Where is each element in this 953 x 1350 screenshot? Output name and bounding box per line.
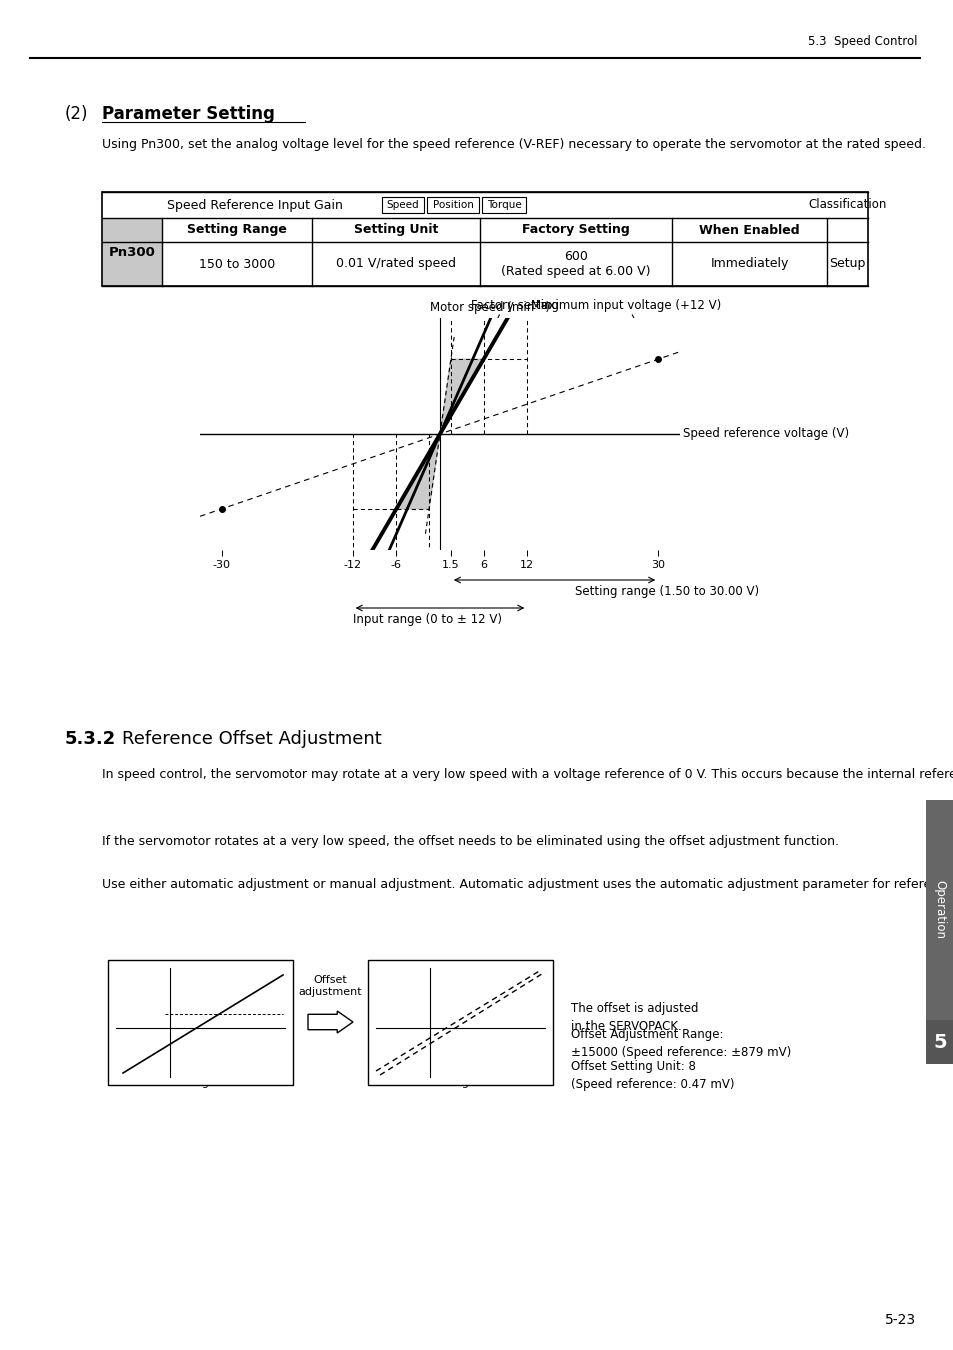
Text: Factory Setting: Factory Setting	[521, 224, 629, 236]
Text: Speed
reference
voltage: Speed reference voltage	[435, 1054, 488, 1088]
Polygon shape	[308, 1011, 353, 1033]
Text: Minimum input voltage (−12 V): Minimum input voltage (−12 V)	[243, 374, 430, 386]
Bar	[368, 960, 553, 1085]
FancyBboxPatch shape	[481, 197, 525, 213]
Text: Classification: Classification	[807, 198, 885, 212]
Bar	[102, 217, 162, 286]
Text: Operation: Operation	[933, 880, 945, 940]
Text: Use either automatic adjustment or manual adjustment. Automatic adjustment uses : Use either automatic adjustment or manua…	[102, 878, 953, 891]
Text: Motor
speed: Motor speed	[369, 980, 402, 1002]
Text: Pn300: Pn300	[109, 246, 155, 258]
Text: Parameter Setting: Parameter Setting	[102, 105, 274, 123]
Text: 5.3  Speed Control: 5.3 Speed Control	[807, 35, 917, 49]
Text: Input range (0 to ± 12 V): Input range (0 to ± 12 V)	[353, 613, 501, 626]
Text: Maximum input voltage (+12 V): Maximum input voltage (+12 V)	[531, 300, 720, 312]
Text: 150 to 3000: 150 to 3000	[198, 258, 274, 270]
Text: 5.3.2: 5.3.2	[65, 730, 116, 748]
Text: Offset: Offset	[188, 1017, 221, 1026]
Text: Using Pn300, set the analog voltage level for the speed reference (V-REF) necess: Using Pn300, set the analog voltage leve…	[102, 138, 925, 151]
Text: Torque: Torque	[486, 200, 521, 211]
Text: Speed Reference Input Gain: Speed Reference Input Gain	[167, 198, 342, 212]
Text: In speed control, the servomotor may rotate at a very low speed with a voltage r: In speed control, the servomotor may rot…	[102, 768, 953, 782]
Text: Setting Unit: Setting Unit	[354, 224, 437, 236]
Text: Offset Setting Unit: 8
(Speed reference: 0.47 mV): Offset Setting Unit: 8 (Speed reference:…	[571, 1060, 734, 1091]
FancyBboxPatch shape	[381, 197, 423, 213]
Text: The offset is adjusted
in the SERVOPACK.: The offset is adjusted in the SERVOPACK.	[571, 1002, 698, 1033]
Text: Immediately: Immediately	[710, 258, 788, 270]
Text: Speed
reference
voltage: Speed reference voltage	[174, 1054, 229, 1088]
Polygon shape	[395, 359, 483, 509]
Text: Setup: Setup	[828, 258, 864, 270]
Text: 600
(Rated speed at 6.00 V): 600 (Rated speed at 6.00 V)	[500, 250, 650, 278]
Text: When Enabled: When Enabled	[699, 224, 799, 236]
Text: Offset
adjustment: Offset adjustment	[298, 976, 362, 998]
Text: Factory setting: Factory setting	[470, 300, 558, 312]
Bar	[102, 192, 867, 286]
Text: 5-23: 5-23	[884, 1314, 915, 1327]
Bar	[925, 1021, 953, 1064]
Text: Position: Position	[432, 200, 473, 211]
Text: Rated speed: Rated speed	[333, 351, 407, 363]
Text: Setting range (1.50 to 30.00 V): Setting range (1.50 to 30.00 V)	[574, 585, 758, 598]
Text: Speed: Speed	[386, 200, 419, 211]
Text: Motor speed (min⁻¹): Motor speed (min⁻¹)	[430, 301, 550, 315]
Text: Speed reference voltage (V): Speed reference voltage (V)	[682, 428, 848, 440]
FancyBboxPatch shape	[427, 197, 478, 213]
Text: Motor
speed: Motor speed	[109, 980, 143, 1002]
Bar	[925, 801, 953, 1021]
Text: Setting Range: Setting Range	[187, 224, 287, 236]
Text: Offset Adjustment Range:
±15000 (Speed reference: ±879 mV): Offset Adjustment Range: ±15000 (Speed r…	[571, 1027, 790, 1058]
Bar	[108, 960, 293, 1085]
Text: 0.01 V/rated speed: 0.01 V/rated speed	[335, 258, 456, 270]
Text: 5: 5	[932, 1033, 945, 1052]
Text: If the servomotor rotates at a very low speed, the offset needs to be eliminated: If the servomotor rotates at a very low …	[102, 836, 838, 848]
Text: Reference Offset Adjustment: Reference Offset Adjustment	[122, 730, 381, 748]
Text: (2): (2)	[65, 105, 89, 123]
